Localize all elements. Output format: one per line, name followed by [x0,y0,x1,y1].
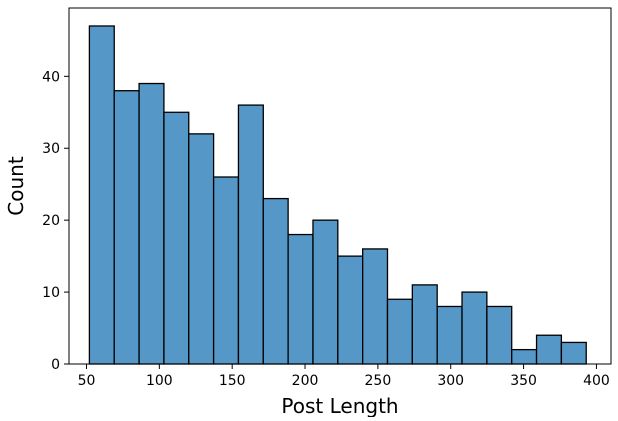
bars-layer [88,25,587,365]
histogram-bar [287,233,314,365]
histogram-bar [212,176,240,365]
histogram-bar [163,111,190,365]
histogram-bar [113,90,140,365]
y-axis-label: Count [4,156,28,216]
x-tick-label: 300 [437,373,464,389]
y-tick-label: 30 [42,141,60,157]
histogram-bar [560,341,587,365]
histogram-bar [237,104,264,365]
histogram-bar [436,305,463,365]
x-tick-label: 250 [365,373,392,389]
histogram-bar [362,248,389,365]
x-tick-label: 50 [78,373,96,389]
x-tick-label: 100 [146,373,173,389]
y-tick-label: 0 [51,357,60,373]
x-axis-label: Post Length [281,394,398,417]
histogram-bar [535,334,563,365]
histogram-bar [461,291,488,365]
histogram-bar [262,197,289,365]
histogram-bar [511,348,538,365]
x-tick-label: 150 [219,373,246,389]
histogram-bar [88,25,115,365]
y-tick-label: 10 [42,285,60,301]
histogram-bar [337,255,364,365]
x-tick-label: 350 [510,373,537,389]
x-axis-ticks: 50 100 150 200 250 300 350 400 [78,364,610,389]
histogram-bar [188,133,215,365]
histogram-bar [386,298,413,365]
x-tick-label: 400 [583,373,610,389]
plot-frame [68,7,612,365]
x-tick-label: 200 [292,373,319,389]
histogram-bar [411,284,438,365]
histogram-bar [312,219,339,365]
y-tick-label: 40 [42,69,60,85]
y-tick-label: 20 [42,213,60,229]
histogram-bar [138,82,165,365]
histogram-bar [486,305,513,365]
y-axis-ticks: 0 10 20 30 40 [42,69,69,373]
